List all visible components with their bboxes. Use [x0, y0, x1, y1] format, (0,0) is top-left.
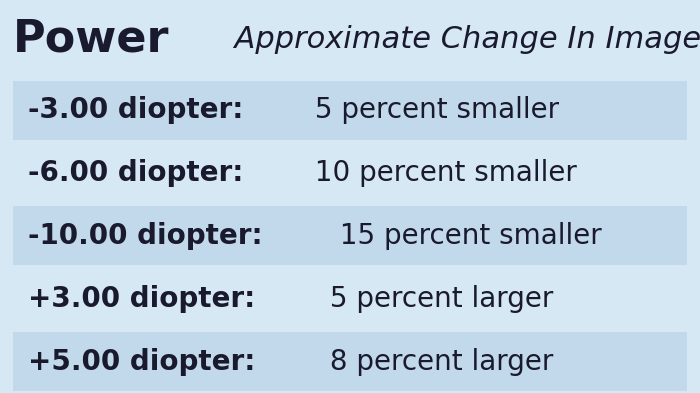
- FancyBboxPatch shape: [13, 206, 687, 265]
- FancyBboxPatch shape: [13, 332, 687, 391]
- Text: 15 percent smaller: 15 percent smaller: [330, 222, 601, 250]
- Text: Approximate Change In Image Size: Approximate Change In Image Size: [214, 25, 700, 54]
- Text: 8 percent larger: 8 percent larger: [321, 347, 554, 376]
- Text: 5 percent larger: 5 percent larger: [321, 285, 554, 313]
- Text: 10 percent smaller: 10 percent smaller: [306, 159, 577, 187]
- Text: -6.00 diopter:: -6.00 diopter:: [28, 159, 244, 187]
- Text: +5.00 diopter:: +5.00 diopter:: [28, 347, 256, 376]
- Text: -3.00 diopter:: -3.00 diopter:: [28, 96, 244, 124]
- FancyBboxPatch shape: [13, 81, 687, 140]
- Text: +3.00 diopter:: +3.00 diopter:: [28, 285, 256, 313]
- Text: 5 percent smaller: 5 percent smaller: [306, 96, 559, 124]
- Text: -10.00 diopter:: -10.00 diopter:: [28, 222, 262, 250]
- Text: Power: Power: [13, 18, 169, 61]
